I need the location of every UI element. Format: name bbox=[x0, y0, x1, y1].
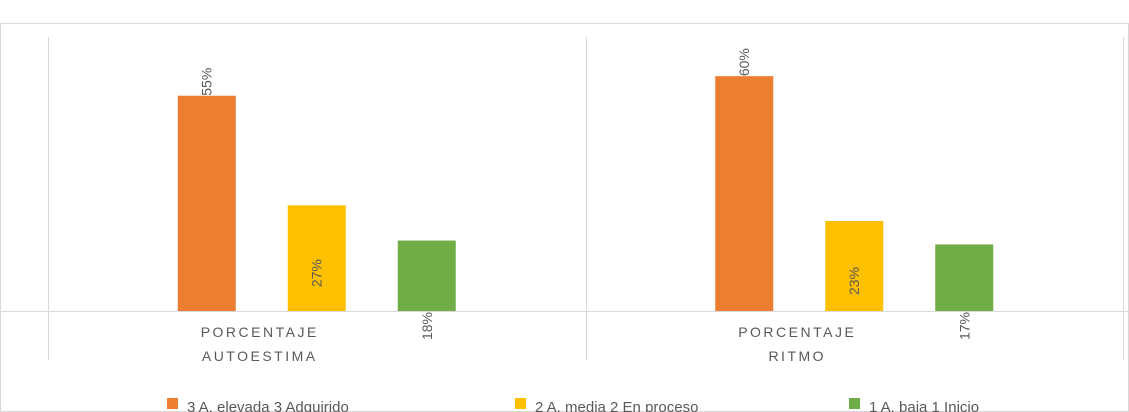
category-label: AUTOESTIMA bbox=[202, 348, 318, 364]
bar-3-2 bbox=[935, 244, 994, 311]
data-label: 17% bbox=[956, 312, 972, 340]
chart-frame bbox=[0, 23, 1129, 412]
legend: 3 A. elevada 3 Adquirido 2 A. media 2 En … bbox=[167, 398, 979, 412]
category-label: PORCENTAJE bbox=[201, 324, 319, 340]
category-label: PORCENTAJE bbox=[738, 324, 856, 340]
data-label: 55% bbox=[199, 68, 215, 96]
data-label: 23% bbox=[846, 267, 862, 295]
data-label: 18% bbox=[419, 312, 435, 340]
bar-1-2 bbox=[715, 76, 774, 312]
bar-2-2 bbox=[825, 220, 884, 311]
data-label: 60% bbox=[736, 48, 752, 76]
legend-swatch bbox=[515, 398, 526, 409]
axis-lines bbox=[0, 37, 1129, 360]
data-labels-group: 55% 27% 18% 60% 23% 17% bbox=[199, 48, 973, 340]
bar-1-1 bbox=[177, 95, 236, 311]
legend-label: 3 A. elevada 3 Adquirido bbox=[187, 399, 349, 412]
legend-swatch bbox=[849, 398, 860, 409]
legend-swatch bbox=[167, 398, 178, 409]
legend-label: 1 A. baja 1 Inicio bbox=[869, 399, 979, 412]
legend-label: 2 A. media 2 En proceso bbox=[535, 399, 698, 412]
bar-2-1 bbox=[287, 205, 346, 311]
category-labels-group: PORCENTAJE AUTOESTIMA PORCENTAJE RITMO bbox=[201, 324, 856, 364]
category-label: RITMO bbox=[768, 348, 826, 364]
bars-group bbox=[177, 76, 994, 312]
bar-3-1 bbox=[397, 240, 456, 311]
data-label: 27% bbox=[309, 259, 325, 287]
